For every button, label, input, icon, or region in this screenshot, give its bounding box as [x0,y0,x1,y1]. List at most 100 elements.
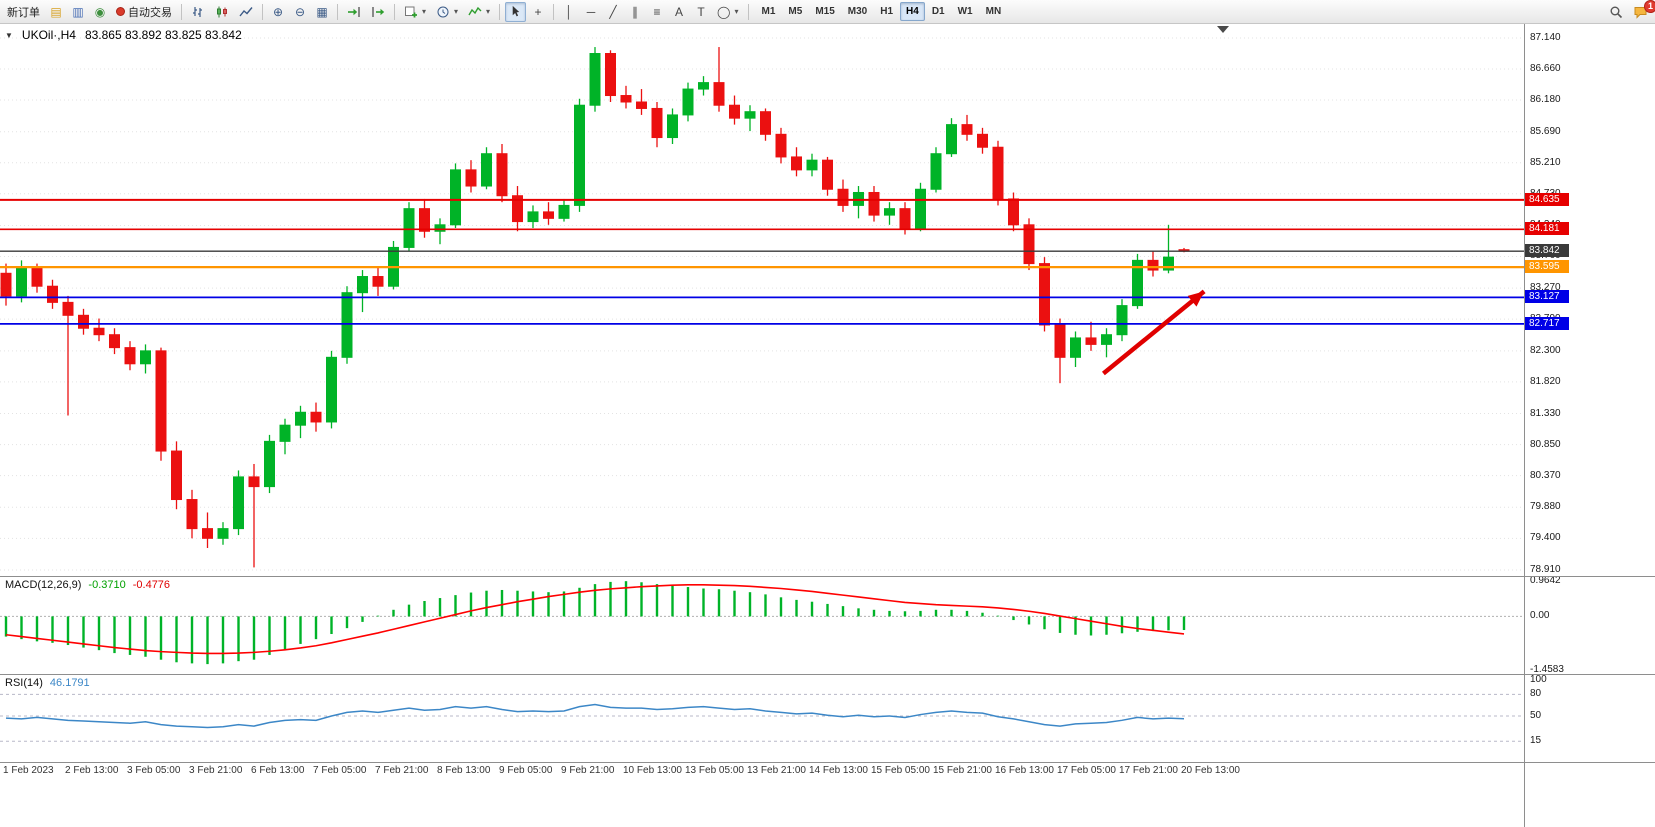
timeframe-button-m30[interactable]: M30 [842,2,873,21]
new-chart-button[interactable]: ▾ [400,2,430,22]
candle-body [760,111,771,135]
time-axis-label: 7 Feb 05:00 [313,765,367,776]
line-chart-mode-button[interactable] [235,2,257,22]
price-level-badge: 83.595 [1525,260,1569,274]
candle-body [310,411,322,423]
price-scale-label: 86.660 [1530,63,1561,75]
candle-body [217,528,229,539]
candle-body [915,188,926,229]
rsi-panel[interactable]: RSI(14) 46.1791 [0,675,1524,762]
candle-body [543,211,554,219]
main-chart-panel[interactable]: ▼ UKOil·,H4 83.865 83.892 83.825 83.842 [0,24,1524,576]
chart-shift-marker-icon[interactable] [1217,26,1229,33]
candles-group [0,47,1190,568]
auto-trading-button[interactable]: 自动交易 [112,2,176,22]
macd-main-value: -0.3710 [88,579,126,591]
periods-button[interactable]: ▾ [432,2,462,22]
rsi-value: 46.1791 [49,677,90,689]
timeframe-button-d1[interactable]: D1 [926,2,951,21]
candle-body [1039,263,1050,326]
timeframe-button-m1[interactable]: M1 [756,2,782,21]
auto-scroll-button[interactable] [343,2,365,22]
label-tool-icon: T [697,4,705,19]
toolbar-separator [394,3,395,20]
macd-histogram-group [4,581,1186,665]
navigator-button[interactable]: ◉ [90,2,110,22]
line-chart-icon [239,5,253,19]
candle-body [574,104,585,206]
chart-shift-button[interactable] [367,2,389,22]
arrow-shaft [1101,289,1206,376]
price-level-badge: 84.181 [1525,222,1569,236]
candlestick-mode-button[interactable] [211,2,233,22]
candle-body [481,153,492,187]
data-window-button[interactable]: ▥ [68,2,88,22]
search-button[interactable] [1605,2,1627,22]
candle-body [124,347,136,365]
horizontal-line-tool-button[interactable]: ─ [581,2,601,22]
timeframe-button-h4[interactable]: H4 [900,2,925,21]
timeframe-button-mn[interactable]: MN [980,2,1008,21]
chart-menu-caret-icon[interactable]: ▼ [5,30,13,40]
bar-chart-mode-button[interactable] [187,2,209,22]
candle-body [822,159,833,190]
timeframe-button-m5[interactable]: M5 [782,2,808,21]
candle-body [357,276,368,294]
trend-arrow-annotation[interactable] [1101,289,1206,376]
candle-body [434,224,446,232]
tile-windows-button[interactable]: ▦ [312,2,332,22]
price-axis[interactable]: 87.14086.66086.18085.69085.21084.73084.2… [1524,24,1655,576]
candle-body [806,159,818,171]
candle-body [558,204,570,219]
candle-body [78,314,89,329]
auto-trading-icon [116,7,125,16]
price-scale-label: 85.690 [1530,125,1561,137]
timeframe-button-w1[interactable]: W1 [952,2,979,21]
crosshair-tool-button[interactable]: + [528,2,548,22]
candlestick-icon [215,5,229,19]
notification-badge: 1 [1644,0,1655,13]
cursor-tool-button[interactable] [505,1,527,22]
shapes-tool-button[interactable]: ◯ ▾ [713,2,742,22]
candle-body [698,82,709,90]
notifications-button[interactable]: 1 [1629,0,1655,22]
channel-icon: ∥ [632,4,639,19]
market-watch-button[interactable]: ▤ [46,2,66,22]
label-tool-button[interactable]: T [691,2,711,22]
indicators-button[interactable]: ▾ [464,2,494,22]
chart-shift-icon [371,5,385,19]
time-axis-label: 9 Feb 05:00 [499,765,553,776]
price-scale-label: 80.370 [1530,469,1561,481]
zoom-out-button[interactable]: ⊖ [290,2,310,22]
time-axis[interactable]: 1 Feb 2023 2 Feb 13:00 3 Feb 05:00 3 Feb 21… [0,763,1524,827]
candle-body [202,528,213,539]
fibonacci-tool-button[interactable]: ≡ [647,2,667,22]
candle-body [1054,324,1066,358]
timeframe-button-h1[interactable]: H1 [874,2,899,21]
toolbar: 新订单 ▤ ▥ ◉ 自动交易 ⊕ ⊖ ▦ ▾ ▾ ▾ + │ ─ ╱ ∥ ≡ A… [0,0,1655,24]
new-order-label: 新订单 [7,6,40,19]
time-axis-label: 1 Feb 2023 [3,765,54,776]
candle-body [977,133,988,148]
channel-tool-button[interactable]: ∥ [625,2,645,22]
candle-body [93,327,105,336]
vertical-line-tool-button[interactable]: │ [559,2,579,22]
timeframe-button-m15[interactable]: M15 [809,2,840,21]
trendline-tool-button[interactable]: ╱ [603,2,623,22]
candle-body [1085,337,1097,345]
arrow-head-icon [1187,291,1205,307]
macd-scale-label: 0.00 [1530,610,1550,622]
time-axis-label: 13 Feb 21:00 [747,765,806,776]
macd-panel[interactable]: MACD(12,26,9) -0.3710 -0.4776 [0,577,1524,674]
toolbar-separator [499,3,501,20]
time-axis-label: 13 Feb 05:00 [685,765,744,776]
text-tool-button[interactable]: A [669,2,689,22]
price-scale-label: 82.300 [1530,344,1561,356]
new-order-button[interactable]: 新订单 [3,2,44,22]
candle-body [1008,198,1019,226]
time-axis-label: 7 Feb 21:00 [375,765,429,776]
macd-row: MACD(12,26,9) -0.3710 -0.4776 0.9642 0.00… [0,576,1655,674]
zoom-in-button[interactable]: ⊕ [268,2,288,22]
price-chart-canvas[interactable] [0,24,1524,576]
time-axis-label: 3 Feb 21:00 [189,765,243,776]
